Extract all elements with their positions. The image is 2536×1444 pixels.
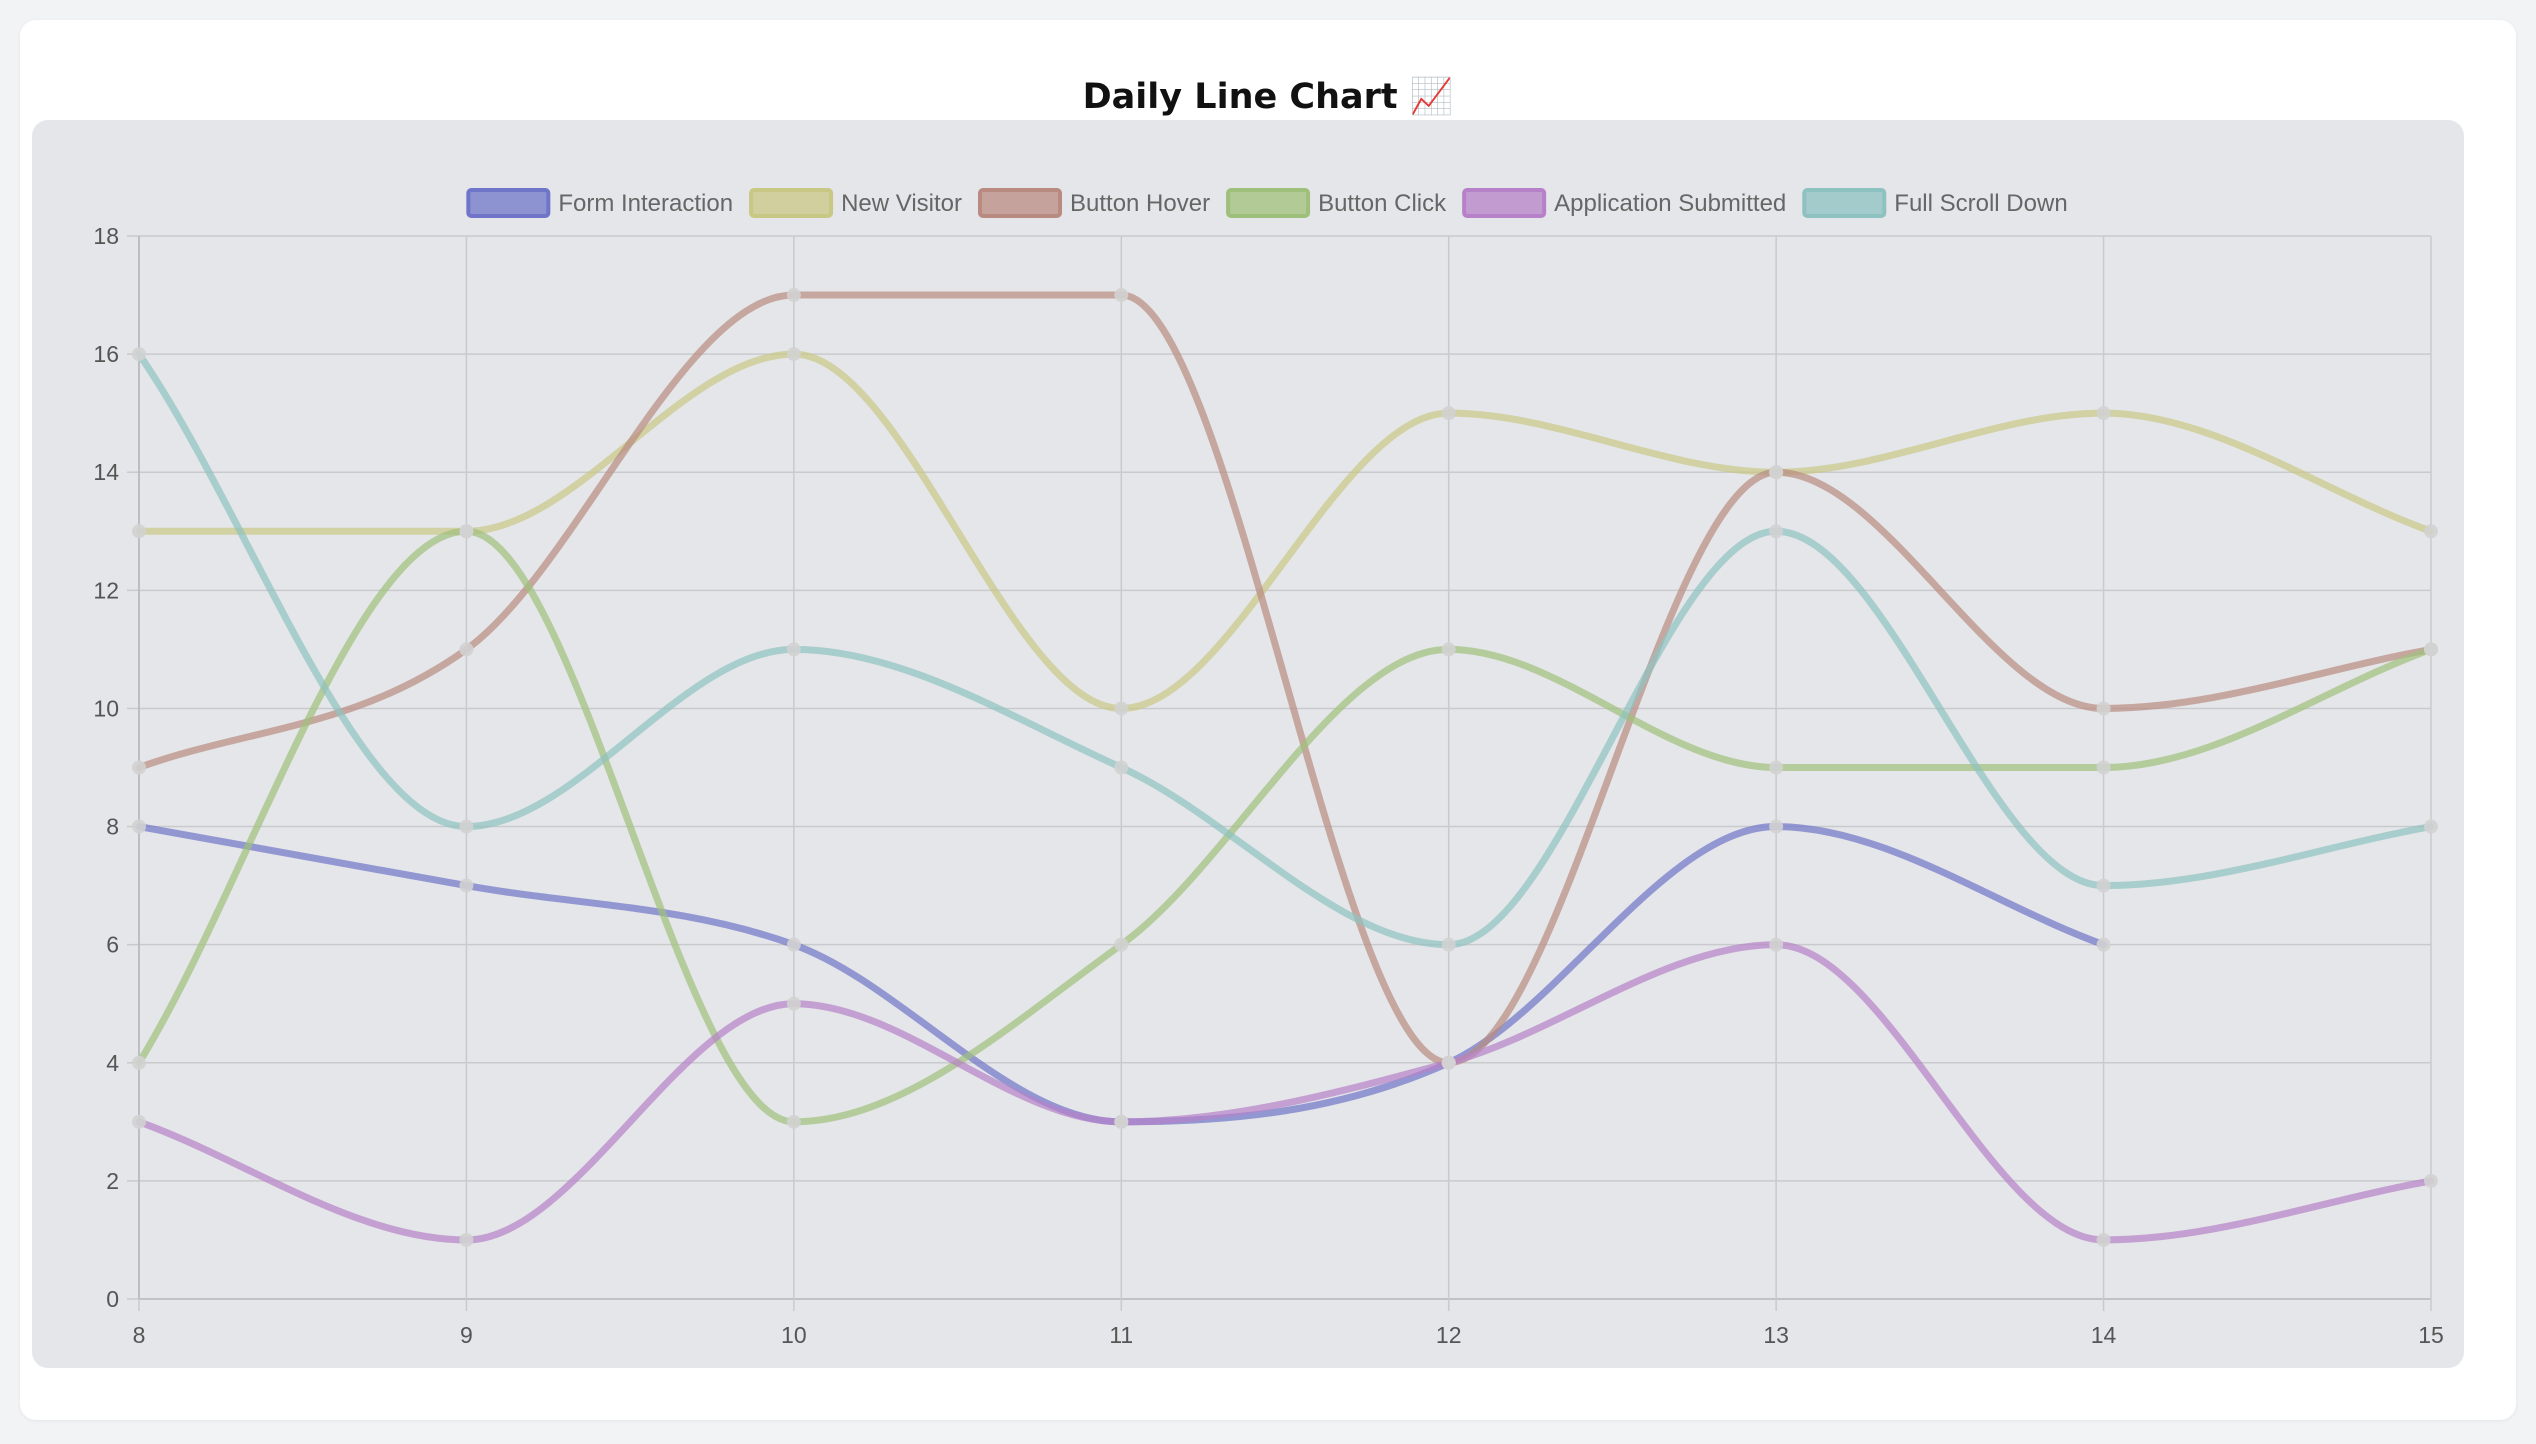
legend-label: Application Submitted [1554,190,1786,217]
y-tick-label: 18 [93,223,119,249]
x-tick-label: 15 [2418,1322,2444,1348]
data-point-button-hover[interactable] [2096,701,2111,716]
series-line-button-hover [135,291,2435,1067]
data-point-full-scroll-down[interactable] [2424,819,2438,834]
data-point-application-submitted[interactable] [1114,1114,1129,1129]
data-point-full-scroll-down[interactable] [132,347,146,362]
data-point-button-click[interactable] [2424,642,2438,657]
x-tick-label: 10 [781,1322,807,1348]
data-point-full-scroll-down[interactable] [1769,524,1784,539]
data-point-button-click[interactable] [786,1114,801,1129]
x-tick-label: 12 [1436,1322,1462,1348]
data-point-new-visitor[interactable] [2424,524,2438,539]
legend-swatch [749,188,834,218]
series-line-full-scroll-down [135,350,2435,949]
chart-panel [32,120,2464,1368]
legend-item-application-submitted[interactable]: Application Submitted [1462,188,1786,218]
data-point-button-hover[interactable] [786,288,801,303]
y-tick-label: 4 [106,1050,119,1076]
data-point-full-scroll-down[interactable] [1114,760,1129,775]
legend-item-full-scroll-down[interactable]: Full Scroll Down [1802,188,2068,218]
legend-swatch [1226,188,1311,218]
x-tick-label: 9 [460,1322,473,1348]
data-point-button-click[interactable] [459,524,474,539]
series-line-application-submitted [135,941,2435,1244]
grid-lines [138,235,2432,1311]
legend-swatch [1462,188,1547,218]
y-tick-label: 2 [106,1168,119,1194]
legend-swatch [466,188,551,218]
data-point-new-visitor[interactable] [786,347,801,362]
x-tick-label: 8 [133,1322,146,1348]
data-point-form-interaction[interactable] [132,819,146,834]
legend-swatch [1802,188,1887,218]
data-point-button-click[interactable] [1114,937,1129,952]
data-point-full-scroll-down[interactable] [2096,878,2111,893]
y-tick-label: 0 [106,1286,119,1312]
y-tick-label: 12 [93,577,119,603]
legend-label: Button Hover [1070,190,1210,217]
data-point-full-scroll-down[interactable] [459,819,474,834]
data-point-button-hover[interactable] [132,760,146,775]
legend-label: Full Scroll Down [1894,190,2067,217]
data-point-full-scroll-down[interactable] [1441,937,1456,952]
data-point-new-visitor[interactable] [1114,701,1129,716]
x-tick-label: 13 [1763,1322,1789,1348]
data-point-application-submitted[interactable] [132,1114,146,1129]
data-point-button-click[interactable] [132,1055,146,1070]
legend: Form Interaction New Visitor Button Hover B… [466,188,2068,218]
legend-label: Form Interaction [558,190,733,217]
data-point-form-interaction[interactable] [459,878,474,893]
data-point-button-click[interactable] [2096,760,2111,775]
data-point-button-hover[interactable] [459,642,474,657]
data-point-button-hover[interactable] [1114,288,1129,303]
y-tick-label: 6 [106,932,119,958]
x-tick-label: 11 [1109,1322,1133,1348]
data-point-button-click[interactable] [1769,760,1784,775]
legend-label: Button Click [1318,190,1447,217]
data-point-full-scroll-down[interactable] [786,642,801,657]
x-tick-label: 14 [2091,1322,2117,1348]
data-point-application-submitted[interactable] [2096,1232,2111,1247]
data-point-new-visitor[interactable] [1441,406,1456,421]
series-line-new-visitor [135,350,2435,712]
data-point-application-submitted[interactable] [1441,1055,1456,1070]
data-point-button-hover[interactable] [1769,465,1784,480]
data-point-new-visitor[interactable] [132,524,146,539]
data-point-new-visitor[interactable] [2096,406,2111,421]
y-tick-label: 8 [106,814,119,840]
data-point-application-submitted[interactable] [459,1232,474,1247]
y-tick-label: 16 [93,341,119,367]
legend-item-button-hover[interactable]: Button Hover [978,188,1210,218]
series-lines [132,288,2438,1247]
legend-label: New Visitor [841,190,962,217]
data-point-application-submitted[interactable] [786,996,801,1011]
data-point-form-interaction[interactable] [1769,819,1784,834]
y-tick-label: 14 [93,459,119,485]
data-point-button-click[interactable] [1441,642,1456,657]
legend-item-button-click[interactable]: Button Click [1226,188,1447,218]
legend-item-form-interaction[interactable]: Form Interaction [466,188,733,218]
data-point-application-submitted[interactable] [1769,937,1784,952]
y-tick-label: 10 [93,695,119,721]
chart-title: Daily Line Chart 📈 [1082,77,1454,117]
data-point-form-interaction[interactable] [2096,937,2111,952]
data-point-application-submitted[interactable] [2424,1173,2438,1188]
legend-swatch [978,188,1062,218]
data-point-form-interaction[interactable] [786,937,801,952]
legend-item-new-visitor[interactable]: New Visitor [749,188,962,218]
